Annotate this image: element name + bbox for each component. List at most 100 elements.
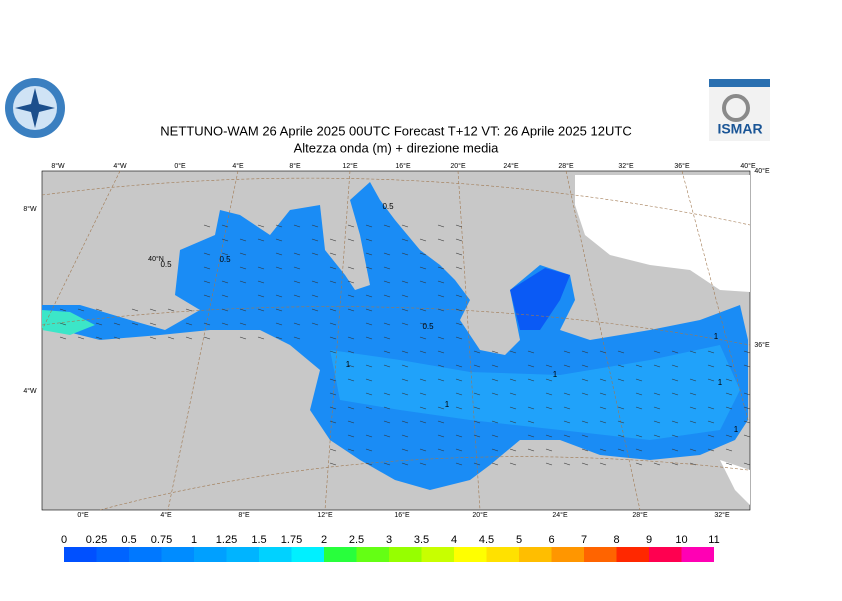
arrow [455,308,463,312]
degree-labels: 8°W 4°W 0°E 4°E 8°E 12°E 16°E 20°E 24°E 28°E 32°E 3… [23,162,770,519]
arrow [347,294,355,298]
arrow [203,322,211,326]
colorbar-label: 10 [675,534,687,546]
arrow [329,420,337,424]
colorbar-label: 9 [646,534,652,546]
top-degree-label: 40°E [740,162,756,170]
arrow [545,392,553,396]
arrow [743,364,751,368]
colorbar-box [486,547,519,562]
arrow [59,308,67,312]
arrow [401,420,409,424]
arrow [329,322,337,326]
arrow [509,462,517,466]
top-degree-label: 0°E [174,162,186,170]
arrow [473,434,481,438]
arrow [743,350,751,354]
arrow [257,224,265,228]
colorbar-label: 0.75 [151,534,172,546]
arrow [329,378,337,382]
arrow [275,322,283,326]
arrow [599,462,607,466]
arrow [437,420,445,424]
contour-label: 1 [734,425,739,434]
subtitle: Altezza onda (m) + direzione media [294,140,500,155]
arrow [401,280,409,284]
arrow [275,238,283,242]
colorbar-box [616,547,649,562]
arrow [95,322,103,326]
arrow [707,350,715,354]
arrow [149,308,157,312]
arrow [653,350,661,354]
arrow [455,322,463,326]
arrow [293,294,301,298]
arrow [329,448,337,452]
arrow [671,392,679,396]
colorbar-box [454,547,487,562]
contour-label: 1 [714,332,719,341]
bottom-degree-label: 8°E [238,511,250,519]
arrow [347,336,355,340]
arrow [509,350,517,354]
arrow [743,434,751,438]
arrow [365,406,373,410]
arrow [491,378,499,382]
arrow [671,420,679,424]
arrow [365,462,373,466]
arrow [275,308,283,312]
outside-sea [720,460,750,505]
arrow [491,350,499,354]
arrow [635,448,643,452]
top-degree-label: 4°E [232,162,244,170]
arrow [293,336,301,340]
arrow [689,378,697,382]
arrow [365,392,373,396]
arrow [401,294,409,298]
arrow [239,252,247,256]
arrow [365,364,373,368]
arrow [239,308,247,312]
arrow [419,280,427,284]
arrow [203,294,211,298]
arrow [617,364,625,368]
colorbar-box [161,547,194,562]
arrow [671,364,679,368]
bottom-degree-label: 24°E [552,511,568,519]
arrow [581,364,589,368]
arrow [383,434,391,438]
arrow [365,322,373,326]
arrow [545,364,553,368]
arrow [545,434,553,438]
arrow [293,280,301,284]
arrow [527,378,535,382]
bottom-degree-label: 4°E [160,511,172,519]
arrow [131,322,139,326]
arrow [509,392,517,396]
arrow [419,308,427,312]
colorbar-label: 2 [321,534,327,546]
arrow [383,364,391,368]
arrow [671,350,679,354]
arrow [185,308,193,312]
contour-label: 0.5 [160,260,172,269]
arrow [203,224,211,228]
arrow [239,266,247,270]
arrow [419,448,427,452]
arrow [221,280,229,284]
arrow [725,378,733,382]
arrow [455,378,463,382]
arrow [257,308,265,312]
arrow [203,336,211,340]
arrow [365,448,373,452]
arrow [275,294,283,298]
colorbar-box [519,547,552,562]
map: 0.5 0.5 0.5 0.5 1 1 1 1 1 1 [41,170,751,511]
colorbar-label: 8 [613,534,619,546]
top-degree-label: 28°E [558,162,574,170]
arrow [419,238,427,242]
arrow [131,308,139,312]
colorbar-label: 11 [708,534,719,546]
arrow [311,252,319,256]
arrow [527,420,535,424]
